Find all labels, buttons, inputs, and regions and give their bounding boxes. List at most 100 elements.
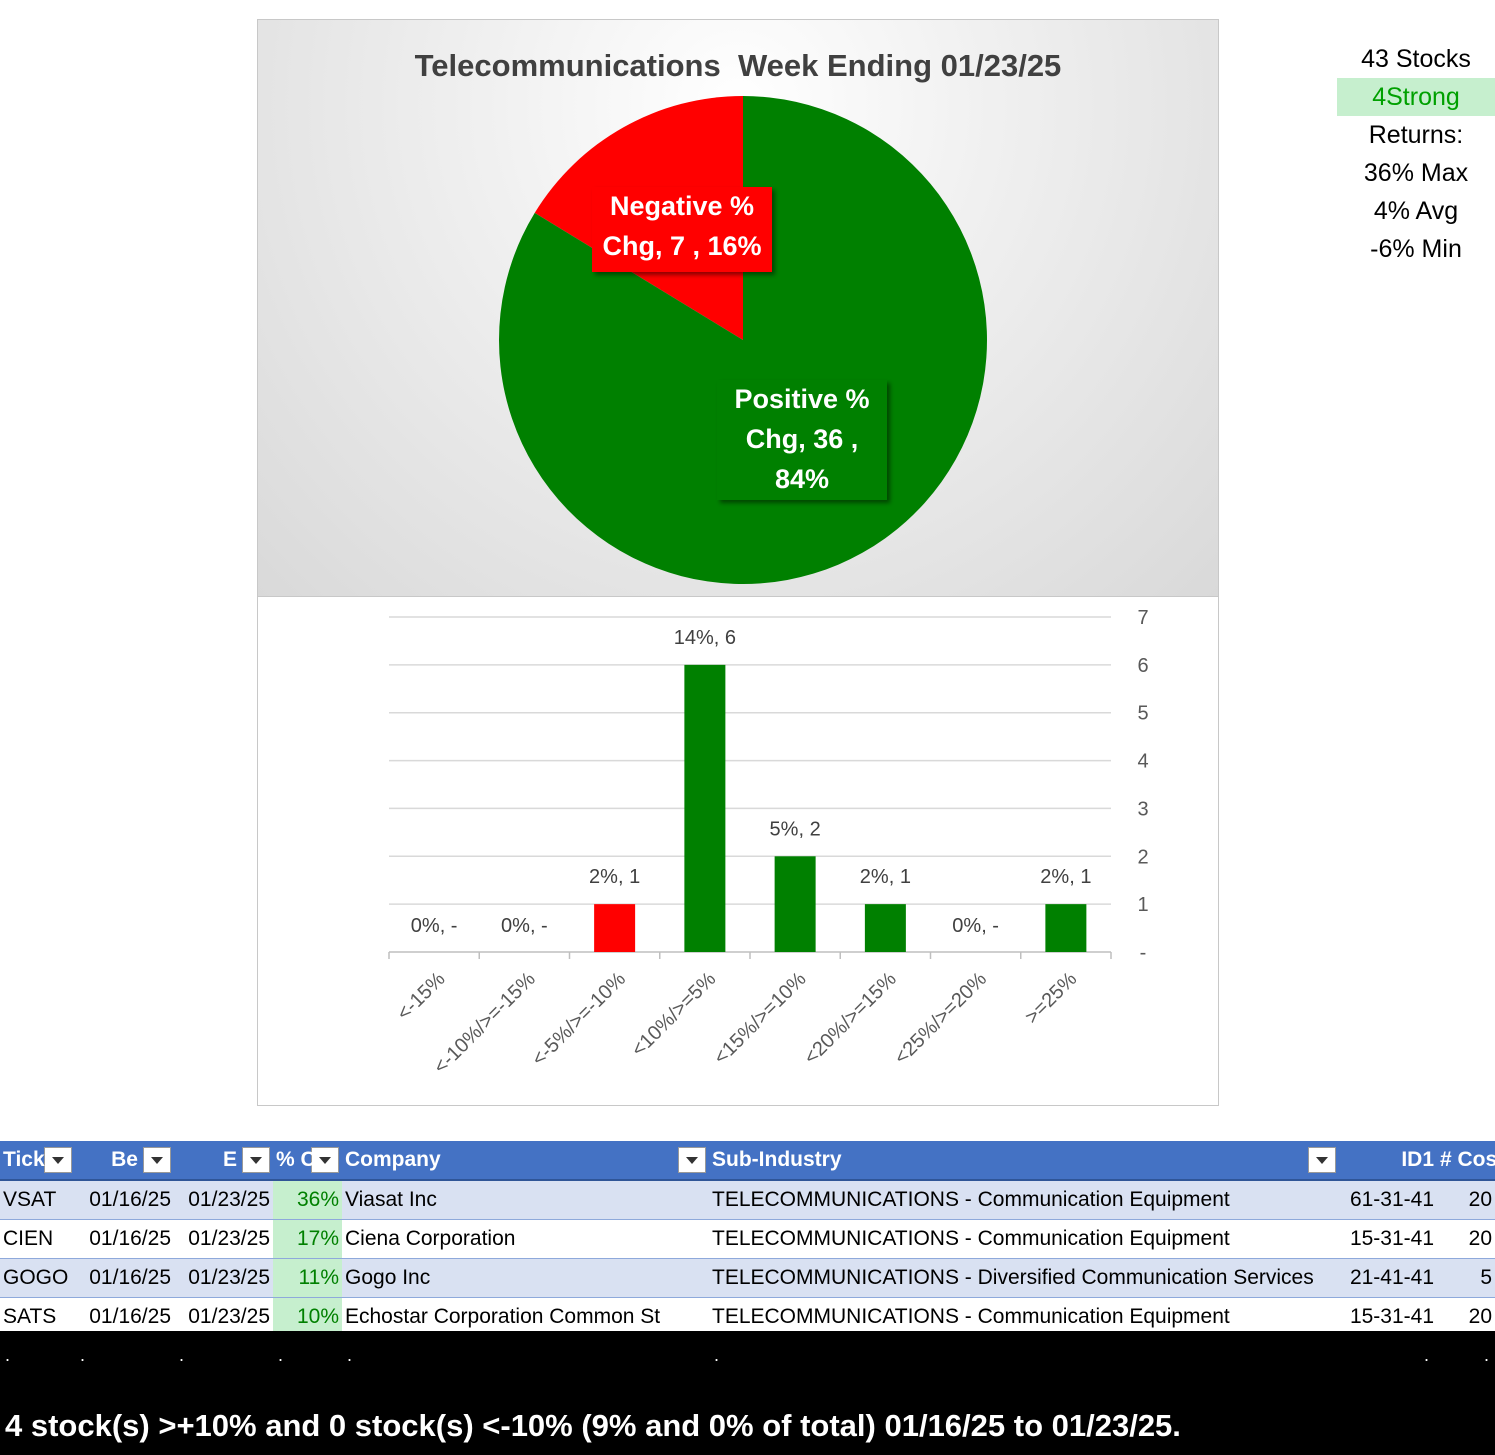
bar-data-label: 5%, 2 [770, 818, 821, 840]
y-tick-label: 7 [1137, 607, 1148, 629]
filter-dropdown-icon[interactable] [1308, 1147, 1336, 1173]
bar-data-label: 0%, - [952, 915, 999, 937]
x-category-label: >=25% [1021, 968, 1082, 1029]
header-sub-industry[interactable]: Sub-Industry [709, 1141, 1339, 1181]
filter-dropdown-icon[interactable] [143, 1147, 171, 1173]
table-row[interactable]: SATS 01/16/25 01/23/25 10% Echostar Corp… [0, 1297, 1495, 1337]
header-id1[interactable]: ID1 [1339, 1141, 1437, 1181]
cell-id1: 15-31-41 [1339, 1297, 1437, 1337]
cell-company: Echostar Corporation Common St [342, 1297, 709, 1337]
y-tick-label: 3 [1137, 798, 1148, 820]
footer-dot: . [278, 1345, 284, 1365]
returns-min: -6% Min [1370, 235, 1462, 263]
y-tick-label: 4 [1137, 751, 1148, 773]
cell-begin-date: 01/16/25 [75, 1297, 174, 1337]
cell-begin-date: 01/16/25 [75, 1219, 174, 1259]
cell-end-date: 01/23/25 [174, 1258, 273, 1298]
footer-dot: . [1484, 1345, 1490, 1365]
returns-max: 36% Max [1363, 159, 1469, 187]
cell-ticker: CIEN [0, 1219, 75, 1259]
cell-id1: 21-41-41 [1339, 1258, 1437, 1298]
header-pct-change[interactable]: % C [273, 1141, 342, 1181]
footer-dot: . [1424, 1345, 1430, 1365]
cell-ticker: SATS [0, 1297, 75, 1337]
cell-end-date: 01/23/25 [174, 1180, 273, 1220]
bar-chart: - 1 2 3 4 5 6 7 0%, - 0%, - 2%, 1 14%, 6 5%, 2 2%, 1… [388, 607, 1149, 1078]
pie-chart-panel: Telecommunications Week Ending 01/23/25 … [257, 19, 1219, 597]
bar [594, 904, 636, 952]
pie-chart-title: Telecommunications Week Ending 01/23/25 [415, 48, 1062, 83]
cell-ticker: VSAT [0, 1180, 75, 1220]
cell-company: Viasat Inc [342, 1180, 709, 1220]
table-header-row: Tick Be E % C Company Sub-Industry ID1 #… [0, 1141, 1495, 1181]
x-category-label: <10%/>=5% [627, 968, 720, 1061]
filter-dropdown-icon[interactable] [311, 1147, 339, 1173]
cell-sub-industry: TELECOMMUNICATIONS - Communication Equip… [709, 1297, 1339, 1337]
cell-pct-change: 17% [273, 1219, 342, 1259]
footer-dot: . [347, 1345, 353, 1365]
filter-dropdown-icon[interactable] [44, 1147, 72, 1173]
header-num-cos[interactable]: # Cos [1437, 1141, 1495, 1181]
cell-id1: 61-31-41 [1339, 1180, 1437, 1220]
pie-data-label: Negative % Chg, 7 , 16% [602, 191, 761, 261]
stocks-count: 43 Stocks [1361, 45, 1471, 73]
footer-dot: . [179, 1345, 185, 1365]
filter-dropdown-icon[interactable] [242, 1147, 270, 1173]
strong-count: 4Strong [1337, 78, 1495, 116]
summary-text: 4 stock(s) >+10% and 0 stock(s) <-10% (9… [5, 1408, 1181, 1443]
y-tick-label: 2 [1137, 846, 1148, 868]
footer-bar: . . . . . . . . [0, 1331, 1495, 1455]
table-row[interactable]: VSAT 01/16/25 01/23/25 36% Viasat Inc TE… [0, 1180, 1495, 1220]
footer-dot: . [80, 1345, 86, 1365]
pie-chart: Telecommunications Week Ending 01/23/25 … [415, 48, 1062, 584]
bar [774, 856, 816, 952]
table-row[interactable]: CIEN 01/16/25 01/23/25 17% Ciena Corpora… [0, 1219, 1495, 1259]
bar-data-label: 14%, 6 [674, 627, 736, 649]
cell-pct-change: 11% [273, 1258, 342, 1298]
header-company[interactable]: Company [342, 1141, 709, 1181]
cell-sub-industry: TELECOMMUNICATIONS - Communication Equip… [709, 1219, 1339, 1259]
cell-num-cos: 20 [1437, 1180, 1495, 1220]
cell-company: Ciena Corporation [342, 1219, 709, 1259]
bar [684, 664, 726, 952]
cell-ticker: GOGO [0, 1258, 75, 1298]
cell-sub-industry: TELECOMMUNICATIONS - Diversified Communi… [709, 1258, 1339, 1298]
bar [1045, 904, 1087, 952]
header-ticker[interactable]: Tick [0, 1141, 75, 1181]
pie-label-box [717, 380, 887, 500]
bar-data-label: 0%, - [411, 915, 458, 937]
cell-num-cos: 5 [1437, 1258, 1495, 1298]
returns-label: Returns: [1368, 121, 1464, 149]
cell-num-cos: 20 [1437, 1297, 1495, 1337]
stocks-table: Tick Be E % C Company Sub-Industry ID1 #… [0, 1141, 1495, 1337]
bar-data-label: 2%, 1 [589, 866, 640, 888]
x-category-label: <-15% [393, 968, 450, 1025]
footer-dot: . [5, 1345, 11, 1365]
header-begin-date[interactable]: Be [75, 1141, 174, 1181]
x-category-label: <20%/>=15% [800, 968, 901, 1069]
bar-chart-panel: - 1 2 3 4 5 6 7 0%, - 0%, - 2%, 1 14%, 6 5%, 2 2%, 1… [257, 597, 1219, 1106]
y-tick-label: - [1140, 942, 1147, 964]
cell-begin-date: 01/16/25 [75, 1180, 174, 1220]
bar-data-label: 2%, 1 [860, 866, 911, 888]
y-tick-label: 5 [1137, 703, 1148, 725]
filter-dropdown-icon[interactable] [678, 1147, 706, 1173]
cell-id1: 15-31-41 [1339, 1219, 1437, 1259]
x-category-label: <15%/>=10% [710, 968, 811, 1069]
cell-end-date: 01/23/25 [174, 1297, 273, 1337]
returns-avg: 4% Avg [1373, 197, 1459, 225]
y-tick-label: 1 [1137, 894, 1148, 916]
header-end-date[interactable]: E [174, 1141, 273, 1181]
pie-label-box [592, 187, 772, 272]
cell-company: Gogo Inc [342, 1258, 709, 1298]
table-row[interactable]: GOGO 01/16/25 01/23/25 11% Gogo Inc TELE… [0, 1258, 1495, 1298]
stats-panel: 43 Stocks 4Strong Returns: 36% Max 4% Av… [1337, 40, 1495, 268]
cell-pct-change: 10% [273, 1297, 342, 1337]
cell-pct-change: 36% [273, 1180, 342, 1220]
bar [864, 904, 906, 952]
x-category-label: <25%/>=20% [890, 968, 991, 1069]
y-tick-label: 6 [1137, 655, 1148, 677]
cell-begin-date: 01/16/25 [75, 1258, 174, 1298]
cell-num-cos: 20 [1437, 1219, 1495, 1259]
x-category-label: <-5%/>=-10% [528, 968, 631, 1071]
